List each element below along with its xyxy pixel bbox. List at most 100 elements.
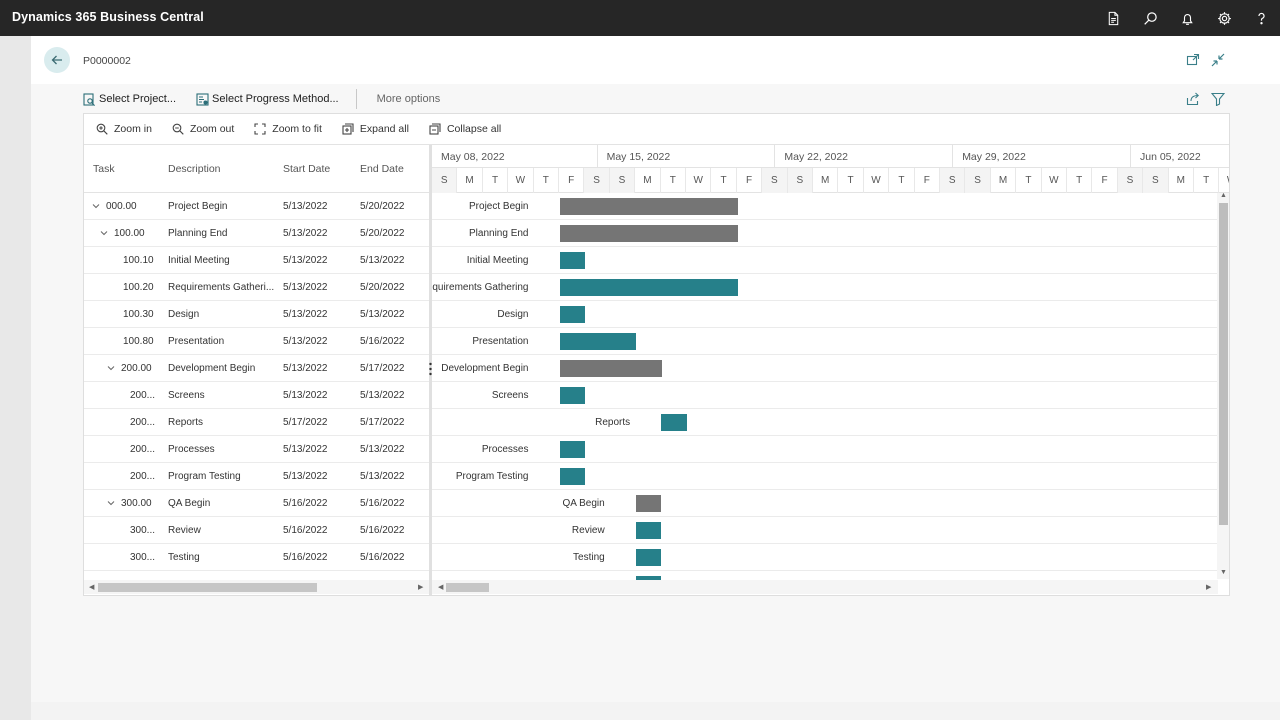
task-bar[interactable] (559, 441, 586, 458)
column-header-end-date[interactable]: End Date (360, 163, 404, 175)
table-row[interactable]: 100.10 Initial Meeting 5/13/2022 5/13/2022 (84, 247, 429, 274)
cell-end-date: 5/17/2022 (360, 417, 405, 428)
open-new-window-icon[interactable] (1186, 53, 1200, 67)
summary-task-bar[interactable] (559, 198, 738, 215)
collapse-all-button[interactable]: Collapse all (429, 123, 501, 135)
zoom-in-button[interactable]: Zoom in (96, 123, 152, 135)
chevron-down-icon[interactable] (107, 499, 115, 507)
back-button[interactable] (44, 47, 70, 73)
more-options-button[interactable]: More options (376, 93, 441, 105)
cell-start-date: 5/13/2022 (283, 309, 328, 320)
chart-row: Reports (432, 409, 1217, 436)
scroll-down-icon[interactable]: ▼ (1220, 569, 1227, 576)
week-header: May 08, 2022 May 15, 2022 May 22, 2022 May … (432, 145, 1229, 168)
scroll-right-icon[interactable]: ▶ (418, 584, 424, 591)
bar-label: Screens (491, 390, 529, 401)
table-row[interactable]: 200... Screens 5/13/2022 5/13/2022 (84, 382, 429, 409)
task-bar[interactable] (559, 279, 738, 296)
table-row[interactable]: 200.00 Development Begin 5/13/2022 5/17/202… (84, 355, 429, 382)
share-icon[interactable] (1186, 92, 1200, 106)
gear-icon[interactable] (1206, 0, 1243, 36)
cell-start-date: 5/16/2022 (283, 552, 328, 563)
collapse-icon[interactable] (1211, 53, 1225, 67)
summary-task-bar[interactable] (635, 495, 662, 512)
document-icon[interactable] (1095, 0, 1132, 36)
cell-end-date: 5/13/2022 (360, 255, 405, 266)
zoom-out-button[interactable]: Zoom out (172, 123, 234, 135)
zoom-to-fit-button[interactable]: Zoom to fit (254, 123, 322, 135)
vertical-scrollbar[interactable]: ▲ ▼ (1217, 192, 1229, 579)
summary-task-bar[interactable] (559, 360, 662, 377)
chevron-down-icon[interactable] (100, 229, 108, 237)
table-row[interactable]: 300... Review 5/16/2022 5/16/2022 (84, 517, 429, 544)
chart-row: Screens (432, 382, 1217, 409)
day-label: T (1016, 168, 1042, 193)
task-bar[interactable] (559, 333, 637, 350)
column-header-task[interactable]: Task (93, 163, 115, 175)
cell-description: Project Begin (168, 201, 228, 212)
scroll-left-icon[interactable]: ◀ (89, 584, 95, 591)
chevron-down-icon[interactable] (92, 202, 100, 210)
cell-task: 200... (130, 471, 156, 482)
chart-scroll-left-icon[interactable]: ◀ (438, 584, 444, 591)
day-label: T (1067, 168, 1093, 193)
content-area: Select Project... Select Progress Method… (31, 84, 1280, 702)
search-icon[interactable] (1132, 0, 1169, 36)
chart-row: Program Testing (432, 463, 1217, 490)
cell-end-date: 5/20/2022 (360, 282, 405, 293)
bell-icon[interactable] (1169, 0, 1206, 36)
page: P0000002 Select Project... Select Progre… (31, 36, 1280, 702)
summary-task-bar[interactable] (559, 225, 738, 242)
splitter-handle-icon[interactable] (429, 362, 432, 376)
task-bar[interactable] (635, 576, 662, 580)
table-row[interactable]: 200... Program Testing 5/13/2022 5/13/2022 (84, 463, 429, 490)
table-row[interactable]: 100.80 Presentation 5/13/2022 5/16/2022 (84, 328, 429, 355)
task-bar[interactable] (559, 252, 586, 269)
vertical-scroll-thumb[interactable] (1219, 203, 1228, 525)
cell-end-date: 5/20/2022 (360, 201, 405, 212)
task-bar[interactable] (559, 387, 586, 404)
table-row[interactable]: 200... Processes 5/13/2022 5/13/2022 (84, 436, 429, 463)
cell-start-date: 5/13/2022 (283, 228, 328, 239)
filter-icon[interactable] (1211, 92, 1225, 106)
chevron-down-icon[interactable] (107, 364, 115, 372)
table-row[interactable]: 200... Reports 5/17/2022 5/17/2022 (84, 409, 429, 436)
expand-all-button[interactable]: Expand all (342, 123, 409, 135)
task-bar[interactable] (559, 306, 586, 323)
column-header-start-date[interactable]: Start Date (283, 163, 331, 175)
cell-end-date: 5/16/2022 (360, 525, 405, 536)
cell-end-date: 5/13/2022 (360, 471, 405, 482)
scroll-up-icon[interactable]: ▲ (1220, 192, 1227, 199)
grid-horizontal-scrollbar[interactable]: ◀ ▶ (84, 580, 429, 594)
task-bar[interactable] (635, 522, 662, 539)
day-header: SMTWTFSSMTWTFSSMTWTFSSMTWTFSSMTW (432, 168, 1229, 193)
task-bar[interactable] (661, 414, 687, 431)
select-progress-method-button[interactable]: Select Progress Method... (196, 92, 339, 106)
select-project-button[interactable]: Select Project... (83, 92, 176, 106)
cell-start-date: 5/13/2022 (283, 390, 328, 401)
zoom-to-fit-label: Zoom to fit (272, 123, 322, 135)
help-icon[interactable] (1243, 0, 1280, 36)
chart-scroll-right-icon[interactable]: ▶ (1206, 584, 1212, 591)
chart-horizontal-scrollbar[interactable]: ◀ ▶ (432, 580, 1218, 594)
chart-horizontal-scroll-thumb[interactable] (446, 583, 489, 592)
day-label: F (559, 168, 585, 193)
day-label: F (915, 168, 940, 193)
column-header-description[interactable]: Description (168, 163, 221, 175)
day-label: T (711, 168, 737, 193)
grid-horizontal-scroll-thumb[interactable] (98, 583, 317, 592)
table-row[interactable]: 100.00 Planning End 5/13/2022 5/20/2022 (84, 220, 429, 247)
table-row[interactable]: 300.00 QA Begin 5/16/2022 5/16/2022 (84, 490, 429, 517)
search-document-icon (83, 92, 95, 106)
task-bar[interactable] (635, 549, 662, 566)
left-margin (0, 36, 31, 720)
table-row[interactable]: 100.30 Design 5/13/2022 5/13/2022 (84, 301, 429, 328)
cell-task: 100.00 (114, 228, 145, 239)
cell-task: 000.00 (106, 201, 137, 212)
chart-row: Testing (432, 544, 1217, 571)
table-row[interactable]: 300... Testing 5/16/2022 5/16/2022 (84, 544, 429, 571)
table-row[interactable]: 100.20 Requirements Gatheri... 5/13/2022 5/… (84, 274, 429, 301)
table-row[interactable]: 000.00 Project Begin 5/13/2022 5/20/2022 (84, 193, 429, 220)
task-bar[interactable] (559, 468, 586, 485)
chart-row: QA Begin (432, 490, 1217, 517)
